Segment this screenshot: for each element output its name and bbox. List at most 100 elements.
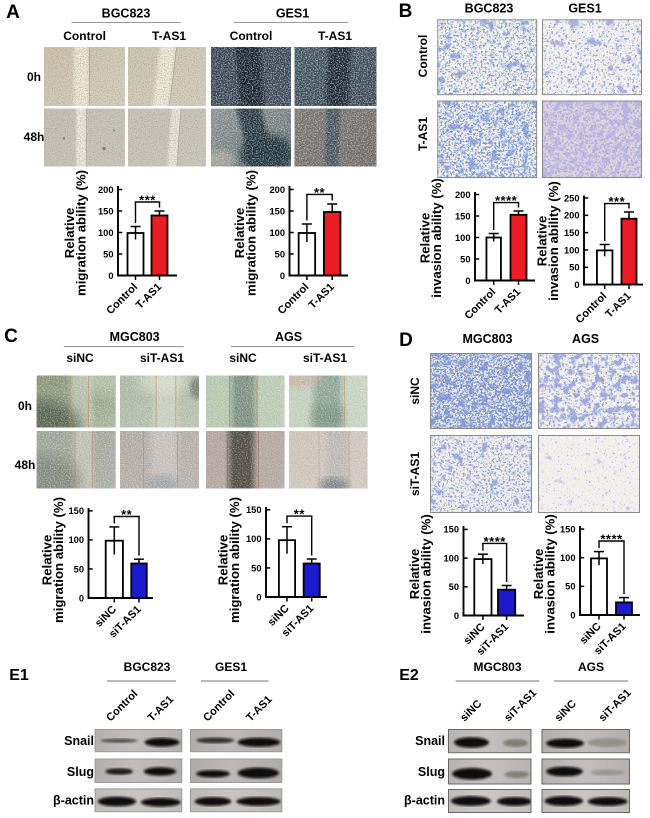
svg-text:Relative: Relative xyxy=(417,213,432,264)
svg-text:100: 100 xyxy=(564,245,580,255)
svg-text:GES1: GES1 xyxy=(568,2,601,16)
svg-text:***: *** xyxy=(609,194,626,209)
svg-text:Relative: Relative xyxy=(531,549,546,600)
svg-text:150: 150 xyxy=(98,206,114,216)
svg-text:200: 200 xyxy=(98,185,114,195)
svg-text:50: 50 xyxy=(569,263,579,273)
svg-text:invasion ability (%): invasion ability (%) xyxy=(429,178,444,297)
svg-text:150: 150 xyxy=(68,506,84,516)
svg-text:0h: 0h xyxy=(18,399,32,413)
svg-text:150: 150 xyxy=(560,524,576,534)
svg-text:150: 150 xyxy=(564,228,580,238)
svg-text:0h: 0h xyxy=(27,70,41,84)
svg-text:200: 200 xyxy=(455,190,471,200)
svg-text:E2: E2 xyxy=(399,667,419,684)
svg-text:Slug: Slug xyxy=(67,765,94,779)
svg-text:150: 150 xyxy=(443,525,459,535)
svg-text:Relative: Relative xyxy=(232,208,247,259)
svg-text:100: 100 xyxy=(246,534,262,544)
svg-text:100: 100 xyxy=(68,535,84,545)
svg-text:siT-AS1: siT-AS1 xyxy=(303,351,347,365)
svg-text:**: ** xyxy=(294,507,306,522)
svg-text:50: 50 xyxy=(74,564,84,574)
svg-text:****: **** xyxy=(600,532,623,547)
svg-text:C: C xyxy=(4,326,18,347)
svg-text:150: 150 xyxy=(246,505,262,515)
svg-text:0: 0 xyxy=(574,280,579,290)
svg-text:100: 100 xyxy=(560,553,576,563)
svg-text:migration ability (%): migration ability (%) xyxy=(243,170,258,296)
svg-text:Relative: Relative xyxy=(534,216,549,267)
svg-text:T-AS1: T-AS1 xyxy=(318,29,352,43)
svg-text:Snail: Snail xyxy=(415,734,445,748)
svg-text:0: 0 xyxy=(256,592,261,602)
svg-text:T-AS1: T-AS1 xyxy=(152,29,186,43)
svg-text:invasion ability (%): invasion ability (%) xyxy=(419,514,434,633)
svg-text:50: 50 xyxy=(449,582,459,592)
svg-text:0: 0 xyxy=(79,593,84,603)
svg-text:β-actin: β-actin xyxy=(53,794,94,808)
svg-text:GES1: GES1 xyxy=(276,7,309,21)
svg-text:250: 250 xyxy=(564,193,580,203)
svg-text:150: 150 xyxy=(455,211,471,221)
svg-text:0: 0 xyxy=(570,610,575,620)
svg-text:Control: Control xyxy=(63,29,106,43)
svg-text:siNC: siNC xyxy=(408,377,422,405)
svg-text:AGS: AGS xyxy=(572,332,599,346)
svg-text:50: 50 xyxy=(251,563,261,573)
svg-text:0: 0 xyxy=(465,276,470,286)
svg-text:siT-AS1: siT-AS1 xyxy=(408,452,422,496)
svg-text:Relative: Relative xyxy=(407,549,422,600)
svg-text:MGC803: MGC803 xyxy=(473,660,521,674)
svg-text:GES1: GES1 xyxy=(215,660,247,674)
svg-text:150: 150 xyxy=(269,206,285,216)
svg-text:Snail: Snail xyxy=(64,734,94,748)
svg-text:invasion ability (%): invasion ability (%) xyxy=(546,181,561,300)
svg-text:AGS: AGS xyxy=(578,660,604,674)
svg-text:MGC803: MGC803 xyxy=(462,332,512,346)
svg-text:migration ability (%): migration ability (%) xyxy=(73,170,88,296)
svg-text:***: *** xyxy=(139,193,156,208)
svg-text:****: **** xyxy=(495,193,518,208)
svg-text:50: 50 xyxy=(275,249,285,259)
svg-text:100: 100 xyxy=(98,228,114,238)
svg-text:BGC823: BGC823 xyxy=(102,7,151,21)
svg-text:siT-AS1: siT-AS1 xyxy=(140,351,184,365)
svg-text:Relative: Relative xyxy=(39,535,54,586)
svg-text:migration ability (%): migration ability (%) xyxy=(51,497,66,623)
svg-text:48h: 48h xyxy=(15,458,36,472)
svg-text:T-AS1: T-AS1 xyxy=(416,117,430,151)
svg-text:0: 0 xyxy=(280,271,285,281)
svg-text:BGC823: BGC823 xyxy=(465,2,514,16)
svg-text:migration ability (%): migration ability (%) xyxy=(227,497,242,623)
svg-text:48h: 48h xyxy=(24,130,45,144)
svg-text:B: B xyxy=(399,1,413,22)
svg-text:200: 200 xyxy=(269,185,285,195)
svg-text:200: 200 xyxy=(564,211,580,221)
svg-text:**: ** xyxy=(314,185,326,200)
svg-text:D: D xyxy=(399,330,413,351)
svg-text:E1: E1 xyxy=(9,667,29,684)
svg-text:Relative: Relative xyxy=(215,535,230,586)
svg-text:Control: Control xyxy=(230,29,273,43)
svg-text:AGS: AGS xyxy=(275,330,302,344)
svg-text:Control: Control xyxy=(416,35,430,78)
svg-text:50: 50 xyxy=(103,249,113,259)
svg-text:**: ** xyxy=(121,507,133,522)
svg-text:100: 100 xyxy=(455,233,471,243)
svg-text:****: **** xyxy=(484,534,507,549)
svg-text:Relative: Relative xyxy=(62,208,77,259)
svg-text:Slug: Slug xyxy=(418,765,445,779)
svg-text:100: 100 xyxy=(269,228,285,238)
svg-text:0: 0 xyxy=(108,271,113,281)
svg-text:100: 100 xyxy=(443,553,459,563)
svg-text:A: A xyxy=(6,2,20,23)
svg-text:0: 0 xyxy=(454,611,459,621)
svg-text:50: 50 xyxy=(565,582,575,592)
svg-text:MGC803: MGC803 xyxy=(110,330,160,344)
svg-text:invasion ability (%): invasion ability (%) xyxy=(542,514,557,633)
svg-text:BGC823: BGC823 xyxy=(124,660,171,674)
svg-text:siNC: siNC xyxy=(229,351,257,365)
svg-text:50: 50 xyxy=(460,254,470,264)
svg-text:siNC: siNC xyxy=(66,351,94,365)
